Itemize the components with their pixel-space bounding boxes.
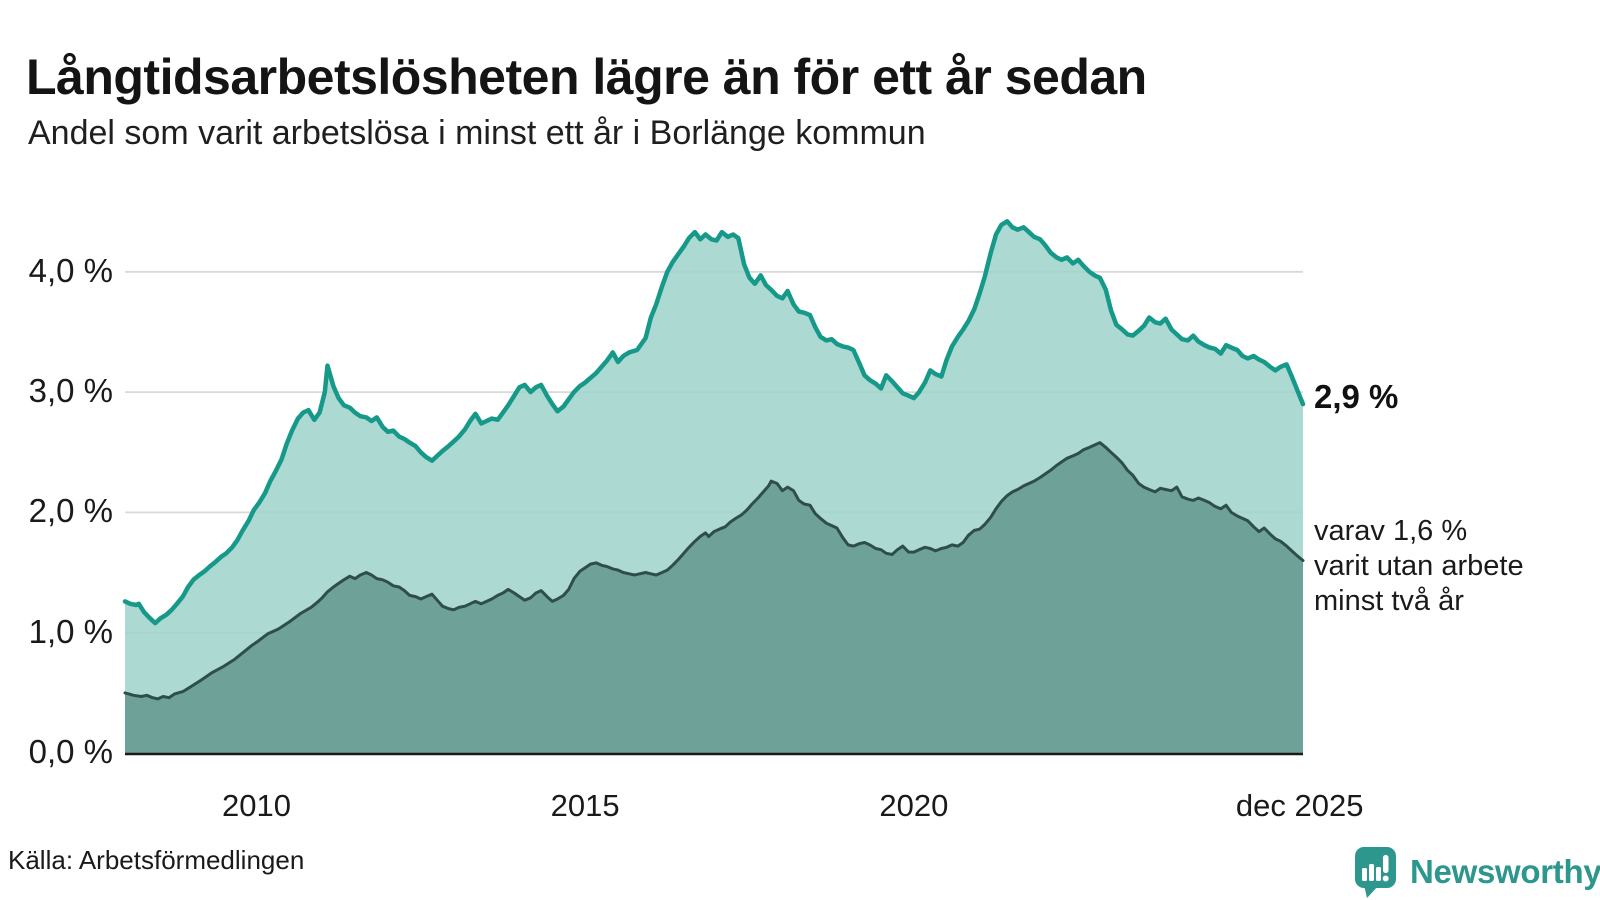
line-unemployed-min-one-year	[122, 219, 1306, 626]
two-year-annotation-line: varit utan arbete	[1314, 550, 1524, 582]
source-note: Källa: Arbetsförmedlingen	[8, 845, 305, 875]
area-unemployed-min-two-years	[125, 442, 1303, 753]
x-tick-label: dec 2025	[1235, 788, 1364, 823]
two-year-annotation: varav 1,6 % varit utan arbete minst två år	[1314, 514, 1524, 619]
newsworthy-icon	[1355, 847, 1396, 898]
two-year-annotation-line: varav 1,6 %	[1314, 515, 1468, 547]
chart-subtitle: Andel som varit arbetslösa i minst ett å…	[28, 114, 926, 152]
latest-value-label: 2,9 %	[1314, 378, 1399, 415]
two-year-annotation-line: minst två år	[1314, 585, 1464, 617]
y-tick-label: 3,0 %	[28, 372, 113, 410]
newsworthy-wordmark: Newsworthy	[1410, 853, 1600, 890]
x-tick-label: 2010	[221, 788, 291, 823]
y-tick-label: 0,0 %	[28, 733, 113, 771]
x-tick-label: 2020	[879, 788, 949, 823]
page-title: Långtidsarbetslösheten lägre än för ett …	[26, 48, 1147, 105]
x-tick-label: 2015	[550, 788, 620, 823]
y-tick-label: 4,0 %	[28, 252, 113, 290]
line-unemployed-min-two-years	[123, 441, 1305, 701]
newsworthy-logo: Newsworthy	[1354, 846, 1600, 898]
y-tick-label: 2,0 %	[28, 492, 113, 530]
y-tick-label: 1,0 %	[28, 612, 113, 650]
